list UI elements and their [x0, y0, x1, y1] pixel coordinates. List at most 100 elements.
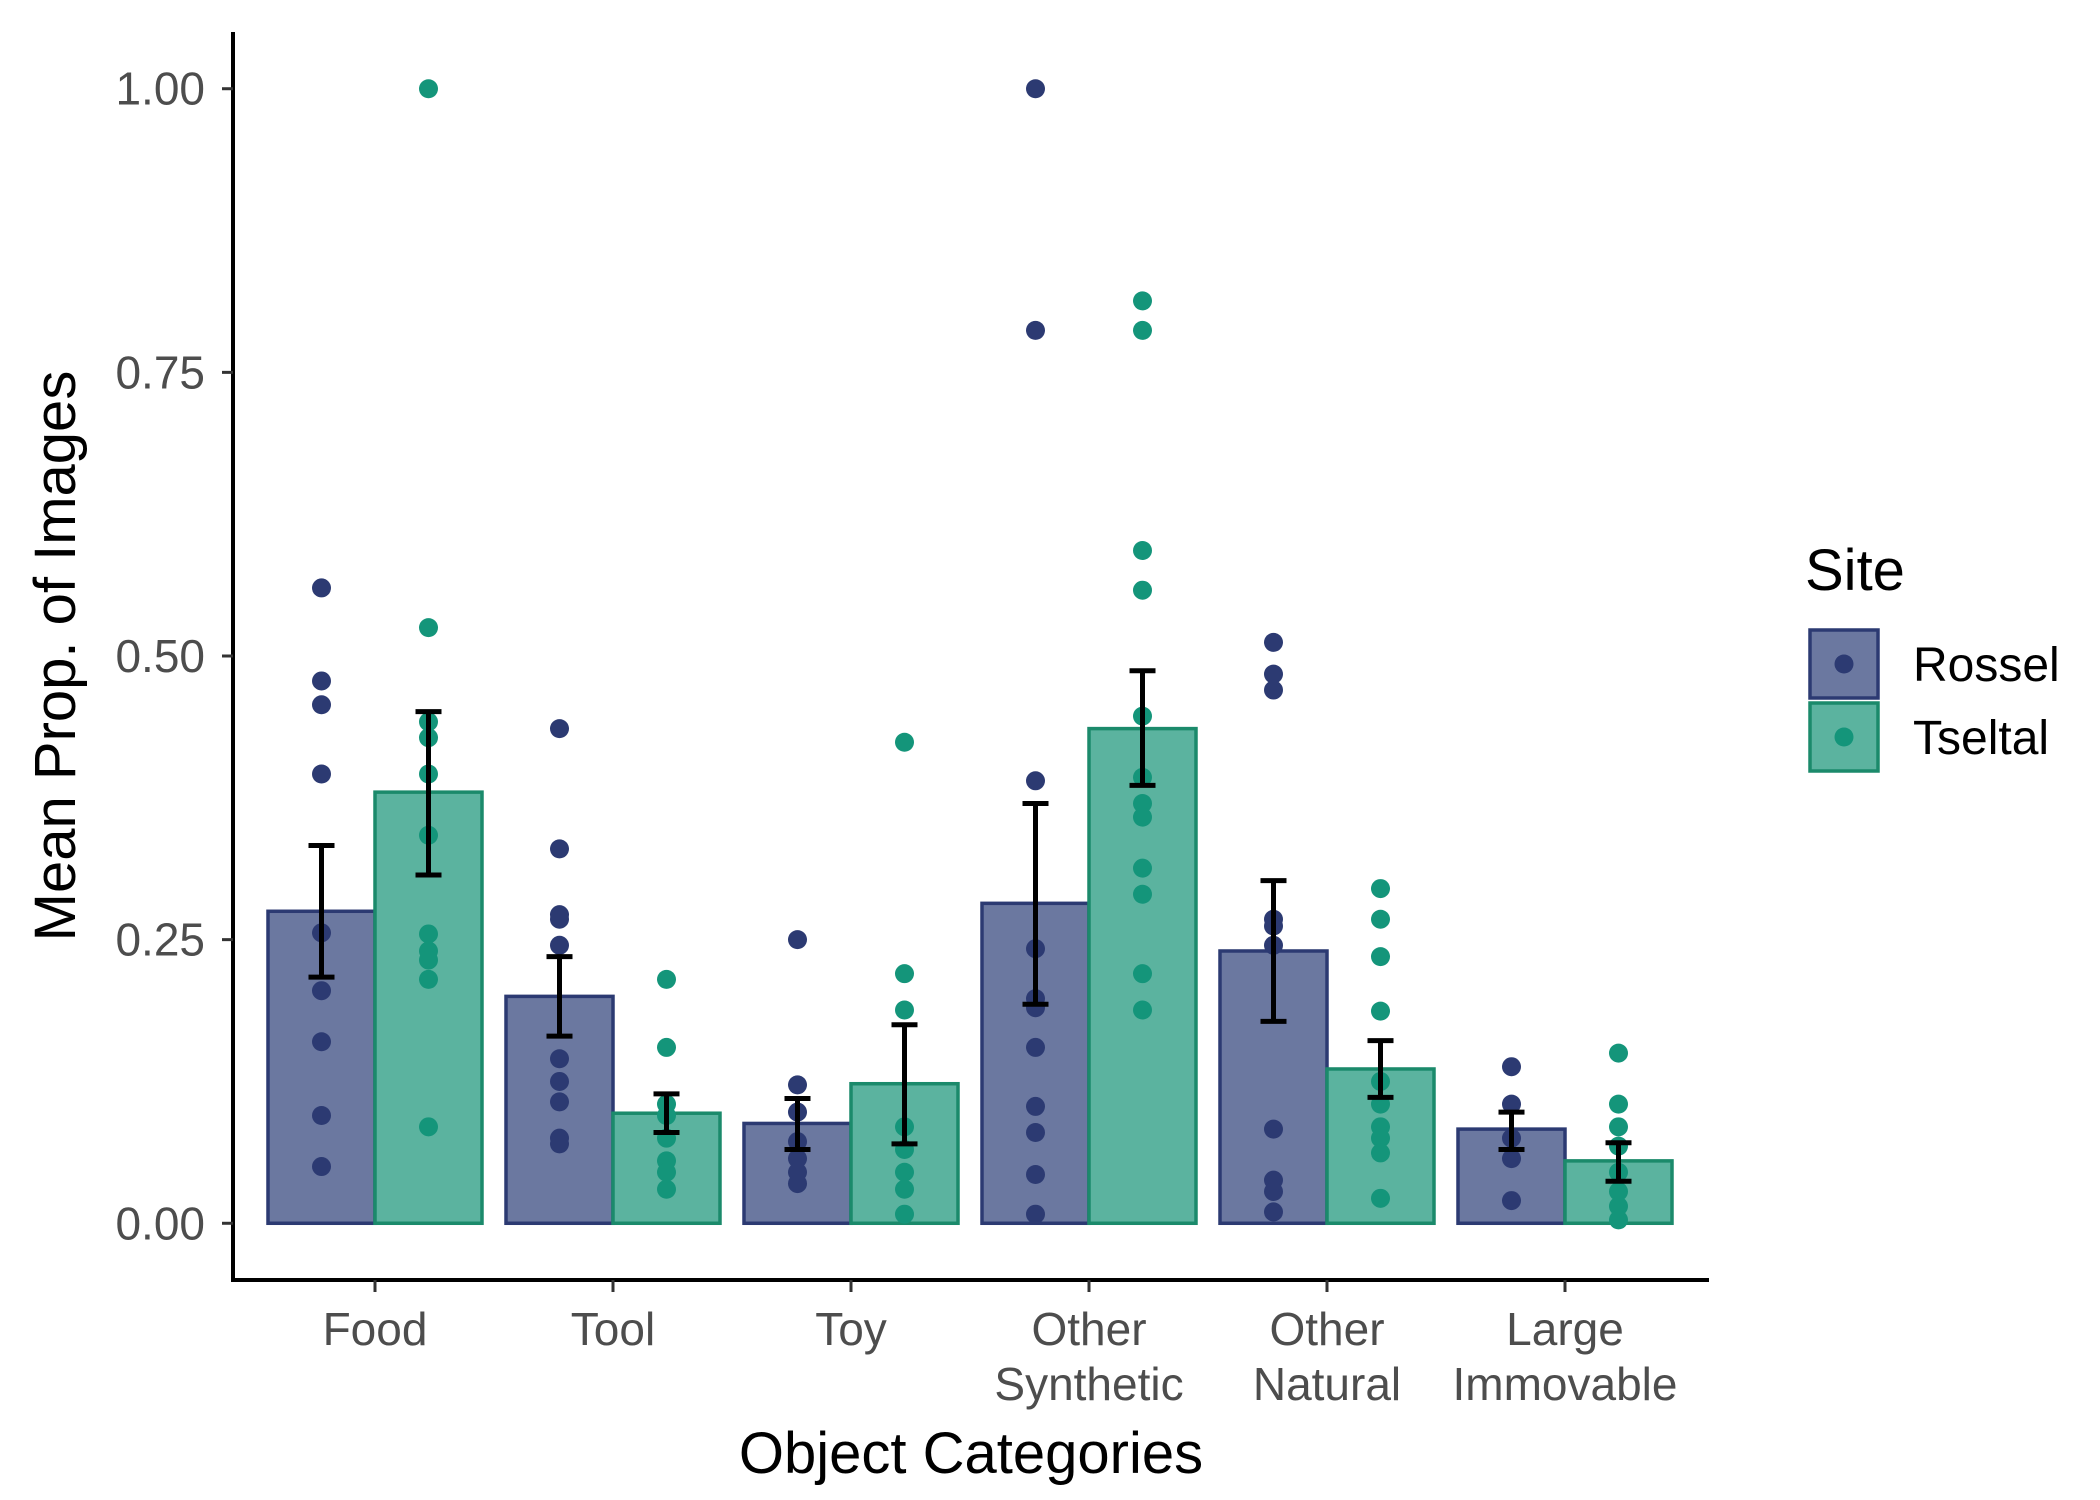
point-tseltal-4-3 [1371, 1001, 1390, 1021]
errorbar-tseltal-4 [1367, 1038, 1394, 1100]
x-tick-label: Food [323, 1303, 428, 1355]
point-tseltal-0-0 [419, 79, 438, 99]
x-tick-label: Other [1269, 1303, 1384, 1355]
point-tseltal-3-0 [1133, 291, 1152, 311]
point-tseltal-4-2 [1371, 947, 1390, 967]
point-rossel-0-2 [312, 695, 331, 715]
point-rossel-4-9 [1264, 1202, 1283, 1222]
legend-item-tseltal: Tseltal [1808, 701, 2049, 773]
point-rossel-1-7 [550, 1092, 569, 1112]
point-tseltal-0-1 [419, 618, 438, 638]
point-rossel-5-4 [1502, 1191, 1521, 1211]
legend-title: Site [1805, 538, 1905, 603]
errorbar-rossel-1 [546, 954, 573, 1039]
legend-key-point [1834, 727, 1854, 747]
point-rossel-3-6 [1026, 1037, 1045, 1057]
legend-key-point [1834, 654, 1854, 674]
x-tick-label: Immovable [1453, 1358, 1678, 1410]
errorbar-rossel-3 [1022, 800, 1049, 1007]
point-rossel-4-8 [1264, 1182, 1283, 1202]
x-tick-label: Other [1031, 1303, 1146, 1355]
point-tseltal-5-6 [1609, 1196, 1628, 1216]
point-rossel-2-4 [788, 1149, 807, 1169]
point-rossel-0-7 [312, 1105, 331, 1125]
bars-layer [266, 726, 1674, 1226]
point-tseltal-1-1 [657, 1037, 676, 1057]
x-ticks: Food Tool Toy OtherSyntheticOtherNaturalLar… [323, 1280, 1678, 1410]
point-tseltal-2-2 [895, 1000, 914, 1020]
point-tseltal-4-7 [1371, 1128, 1390, 1148]
point-tseltal-4-1 [1371, 909, 1390, 929]
point-rossel-0-1 [312, 671, 331, 691]
point-tseltal-2-1 [895, 964, 914, 984]
point-tseltal-4-9 [1371, 1188, 1390, 1208]
point-rossel-3-2 [1026, 771, 1045, 791]
legend-item-rossel: Rossel [1808, 628, 2060, 700]
point-rossel-4-0 [1264, 632, 1283, 652]
y-ticks: 0.00 0.25 0.50 0.75 1.00 [115, 63, 233, 1249]
errorbar-rossel-4 [1260, 878, 1287, 1024]
point-tseltal-0-6 [419, 924, 438, 944]
point-tseltal-2-7 [895, 1204, 914, 1224]
point-rossel-1-0 [550, 719, 569, 739]
errorbar-tseltal-2 [891, 1022, 918, 1147]
errorbar-rossel-0 [308, 842, 335, 980]
point-rossel-3-7 [1026, 1096, 1045, 1116]
point-tseltal-3-9 [1133, 884, 1152, 904]
errorbar-tseltal-3 [1129, 668, 1156, 788]
point-rossel-1-5 [550, 1049, 569, 1069]
y-tick-label: 0.00 [115, 1197, 205, 1249]
point-rossel-1-9 [550, 1134, 569, 1154]
point-rossel-2-0 [788, 930, 807, 950]
y-tick-label: 0.25 [115, 914, 205, 966]
point-tseltal-1-0 [657, 969, 676, 989]
point-tseltal-1-7 [657, 1179, 676, 1199]
point-rossel-0-0 [312, 578, 331, 598]
point-rossel-3-9 [1026, 1164, 1045, 1184]
point-tseltal-1-6 [657, 1162, 676, 1182]
point-tseltal-3-1 [1133, 320, 1152, 340]
point-rossel-3-8 [1026, 1123, 1045, 1143]
point-tseltal-0-8 [419, 950, 438, 970]
point-rossel-1-4 [550, 935, 569, 955]
legend-label-tseltal: Tseltal [1913, 712, 2049, 765]
point-rossel-0-5 [312, 981, 331, 1001]
errorbar-rossel-5 [1498, 1109, 1525, 1153]
errorbar-tseltal-0 [415, 709, 442, 878]
point-tseltal-3-8 [1133, 858, 1152, 878]
errorbar-rossel-2 [784, 1095, 811, 1153]
point-tseltal-0-9 [419, 969, 438, 989]
errorbars-layer [308, 668, 1632, 1184]
x-tick-label: Natural [1253, 1358, 1401, 1410]
point-tseltal-3-7 [1133, 807, 1152, 827]
point-tseltal-5-1 [1609, 1094, 1628, 1114]
point-tseltal-0-10 [419, 1117, 438, 1137]
x-tick-label: Toy [815, 1303, 887, 1355]
point-rossel-1-6 [550, 1071, 569, 1091]
point-rossel-3-1 [1026, 320, 1045, 340]
point-rossel-2-6 [788, 1174, 807, 1194]
point-rossel-5-1 [1502, 1094, 1521, 1114]
point-tseltal-2-6 [895, 1179, 914, 1199]
point-tseltal-5-5 [1609, 1182, 1628, 1202]
point-tseltal-3-2 [1133, 540, 1152, 560]
point-rossel-3-10 [1026, 1204, 1045, 1224]
point-rossel-2-1 [788, 1075, 807, 1095]
point-tseltal-5-7 [1609, 1210, 1628, 1230]
point-tseltal-3-11 [1133, 1000, 1152, 1020]
point-tseltal-5-2 [1609, 1117, 1628, 1137]
point-rossel-1-3 [550, 909, 569, 929]
point-rossel-4-6 [1264, 1119, 1283, 1139]
point-tseltal-4-0 [1371, 879, 1390, 899]
x-axis-title: Object Categories [739, 1421, 1203, 1486]
point-rossel-0-8 [312, 1157, 331, 1177]
y-tick-label: 0.50 [115, 630, 205, 682]
point-tseltal-3-3 [1133, 580, 1152, 600]
y-axis-title: Mean Prop. of Images [23, 371, 88, 942]
errorbar-tseltal-5 [1605, 1140, 1632, 1184]
point-tseltal-2-0 [895, 732, 914, 752]
point-rossel-0-3 [312, 764, 331, 784]
legend-label-rossel: Rossel [1913, 639, 2060, 692]
point-rossel-3-0 [1026, 79, 1045, 99]
